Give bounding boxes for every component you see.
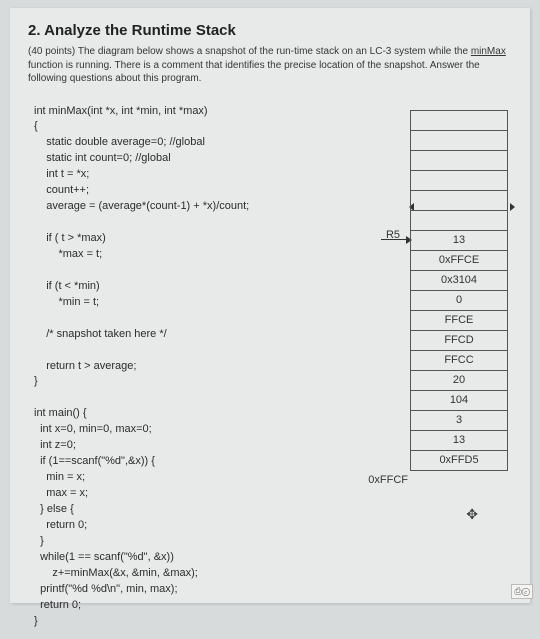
stack-cell [411, 190, 508, 210]
stack-cell: 20 [411, 370, 508, 390]
stack-cell: 0xFFD5 [411, 450, 508, 470]
stack-cell: FFCD [411, 330, 508, 350]
desc-prefix: (40 points) The diagram below shows a sn… [28, 46, 471, 57]
stack-cell: 13 [411, 230, 508, 250]
desc-func: minMax [471, 46, 506, 57]
page: 2. Analyze the Runtime Stack (40 points)… [10, 8, 530, 603]
stack-cell [411, 210, 508, 230]
stack-table: 13 0xFFCE 0x3104 0 FFCE FFCD FFCC 20 104… [410, 110, 508, 471]
stack-cell: 13 [411, 430, 508, 450]
marker-right-icon [510, 203, 515, 211]
stack-cell: FFCE [411, 310, 508, 330]
stack-cell: FFCC [411, 350, 508, 370]
stack-cell [411, 170, 508, 190]
address-label: 0xFFCF [368, 474, 408, 486]
r5-arrow-line [381, 239, 407, 240]
cursor-icon: ✥ [466, 506, 478, 523]
stack-cell [411, 150, 508, 170]
stack-cell: 0x3104 [411, 270, 508, 290]
code-block: int minMax(int *x, int *min, int *max) {… [34, 104, 249, 630]
stack-cell: 0xFFCE [411, 250, 508, 270]
description: (40 points) The diagram below shows a sn… [28, 45, 512, 86]
stack-cell: 3 [411, 410, 508, 430]
heading: 2. Analyze the Runtime Stack [28, 22, 512, 39]
stack-cell [411, 130, 508, 150]
stack-cell: 104 [411, 390, 508, 410]
corner-badge: ⎙ⓒ [511, 584, 533, 599]
stack-cell: 0 [411, 290, 508, 310]
stack-cell [411, 110, 508, 130]
desc-suffix: function is running. There is a comment … [28, 60, 480, 85]
